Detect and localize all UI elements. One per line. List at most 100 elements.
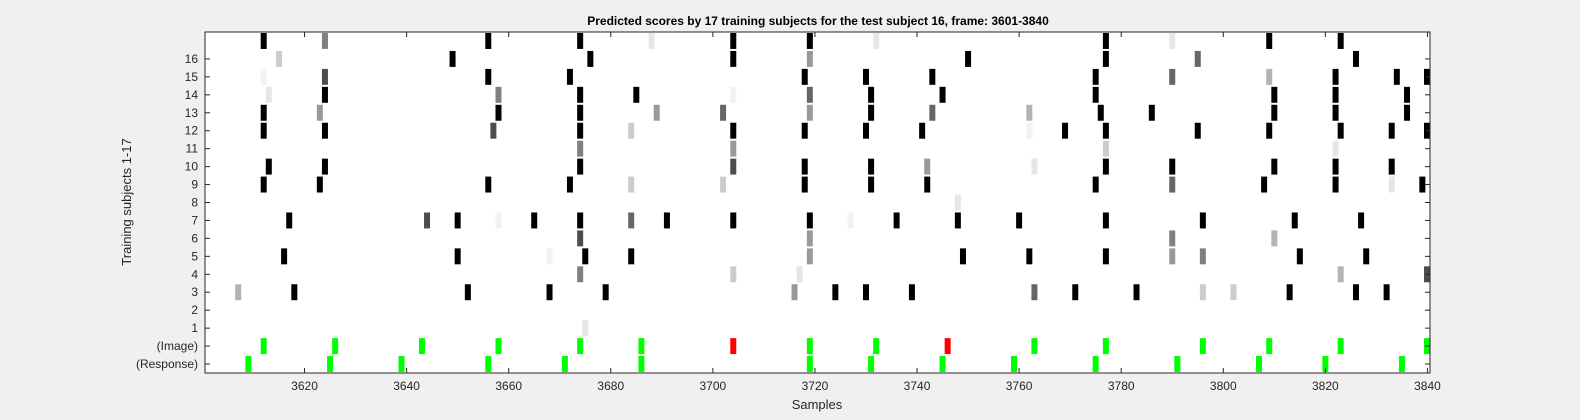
response-marker: [561, 356, 568, 372]
y-tick-label: 9: [191, 178, 198, 192]
image-marker: [638, 338, 645, 355]
subject-17-score-cell: [648, 33, 655, 49]
subject-14-score-cell: [633, 86, 640, 103]
subject-17-score-cell: [873, 33, 880, 49]
subject-15-score-cell: [1332, 68, 1339, 85]
subject-9-score-cell: [1419, 176, 1426, 193]
subject-9-score-cell: [1261, 176, 1268, 193]
subject-12-score-cell: [1026, 122, 1033, 139]
subject-9-score-cell: [801, 176, 808, 193]
subject-3-score-cell: [291, 284, 298, 301]
subject-17-score-cell: [321, 33, 328, 49]
y-tick-label: 4: [191, 267, 198, 281]
x-tick-label: 3740: [904, 379, 931, 393]
subject-7-score-cell: [424, 212, 431, 229]
subject-13-score-cell: [806, 104, 813, 121]
subject-3-score-cell: [1286, 284, 1293, 301]
subject-3-score-cell: [546, 284, 553, 301]
y-axis-label: Training subjects 1-17: [119, 138, 134, 265]
subject-14-score-cell: [1092, 86, 1099, 103]
subject-16-score-cell: [449, 50, 456, 67]
subject-3-score-cell: [791, 284, 798, 301]
subject-17-score-cell: [577, 33, 584, 49]
subject-5-score-cell: [546, 248, 553, 265]
subject-3-score-cell: [1031, 284, 1038, 301]
subject-13-score-cell: [1097, 104, 1104, 121]
subject-16-score-cell: [1352, 50, 1359, 67]
subject-13-score-cell: [316, 104, 323, 121]
subject-14-score-cell: [577, 86, 584, 103]
subject-3-score-cell: [832, 284, 839, 301]
subject-9-score-cell: [1388, 176, 1395, 193]
subject-3-score-cell: [862, 284, 869, 301]
y-tick-label: 13: [185, 106, 199, 120]
y-tick-label: 1: [191, 321, 198, 335]
subject-10-score-cell: [265, 158, 272, 175]
image-marker: [873, 338, 880, 355]
subject-7-score-cell: [806, 212, 813, 229]
x-axis-ticks: 3620 3640 3660 3680 3700 3720 3740 3760 3780 3800…: [291, 32, 1441, 393]
response-marker: [1322, 356, 1329, 372]
subject-7-score-cell: [663, 212, 670, 229]
subject-7-score-cell: [495, 212, 502, 229]
subject-13-score-cell: [577, 104, 584, 121]
subject-10-score-cell: [801, 158, 808, 175]
subject-17-score-cell: [1337, 33, 1344, 49]
subject-7-score-cell: [531, 212, 538, 229]
subject-15-score-cell: [566, 68, 573, 85]
subject-5-score-cell: [959, 248, 966, 265]
subject-13-score-cell: [1148, 104, 1155, 121]
subject-16-score-cell: [587, 50, 594, 67]
y-tick-label: 10: [185, 160, 199, 174]
x-tick-label: 3780: [1108, 379, 1135, 393]
x-tick-label: 3720: [802, 379, 829, 393]
subject-15-score-cell: [929, 68, 936, 85]
subject-10-score-cell: [1031, 158, 1038, 175]
subject-13-score-cell: [929, 104, 936, 121]
subject-12-score-cell: [628, 122, 635, 139]
subject-7-score-cell: [893, 212, 900, 229]
subject-17-score-cell: [485, 33, 492, 49]
x-tick-label: 3820: [1312, 379, 1339, 393]
subject-15-score-cell: [862, 68, 869, 85]
subject-12-score-cell: [1062, 122, 1069, 139]
subject-9-score-cell: [260, 176, 267, 193]
subject-10-score-cell: [1388, 158, 1395, 175]
subject-12-score-cell: [577, 122, 584, 139]
subject-12-score-cell: [1388, 122, 1395, 139]
response-marker: [939, 356, 946, 372]
subject-14-score-cell: [806, 86, 813, 103]
subject-7-score-cell: [1102, 212, 1109, 229]
subject-3-score-cell: [1352, 284, 1359, 301]
subject-9-score-cell: [628, 176, 635, 193]
x-tick-label: 3640: [393, 379, 420, 393]
subject-7-score-cell: [1016, 212, 1023, 229]
subject-9-score-cell: [868, 176, 875, 193]
subject-6-score-cell: [1271, 230, 1278, 247]
response-marker: [638, 356, 645, 372]
response-marker: [1092, 356, 1099, 372]
subject-15-score-cell: [1266, 68, 1273, 85]
subject-3-score-cell: [908, 284, 915, 301]
subject-4-score-cell: [1337, 266, 1344, 283]
subject-10-score-cell: [1332, 158, 1339, 175]
subject-10-score-cell: [868, 158, 875, 175]
subject-10-score-cell: [1102, 158, 1109, 175]
subject-9-score-cell: [1092, 176, 1099, 193]
subject-7-score-cell: [954, 212, 961, 229]
image-marker: [418, 338, 425, 355]
subject-7-score-cell: [286, 212, 293, 229]
subject-12-score-cell: [321, 122, 328, 139]
subject-17-score-cell: [1102, 33, 1109, 49]
subject-15-score-cell: [801, 68, 808, 85]
subject-4-score-cell: [730, 266, 737, 283]
subject-3-score-cell: [464, 284, 471, 301]
subject-3-score-cell: [235, 284, 242, 301]
subject-13-score-cell: [1404, 104, 1411, 121]
subject-13-score-cell: [653, 104, 660, 121]
subject-5-score-cell: [582, 248, 589, 265]
subject-11-score-cell: [1332, 140, 1339, 157]
y-tick-label: 6: [191, 231, 198, 245]
